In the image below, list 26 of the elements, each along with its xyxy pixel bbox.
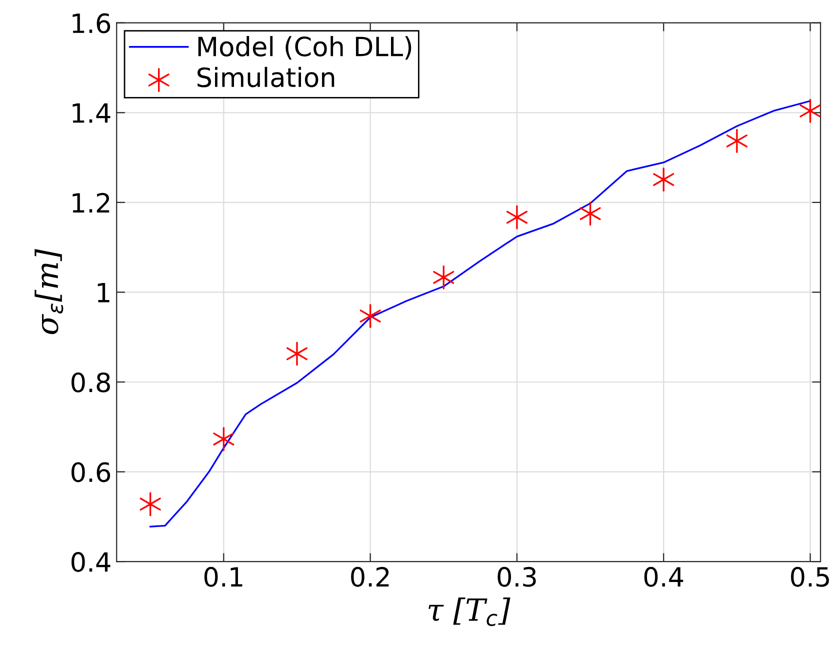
x-tick-label: 0.2 <box>351 566 389 587</box>
point <box>653 168 674 192</box>
point <box>506 205 528 230</box>
point <box>213 426 234 452</box>
legend-label: Model (Coh DLL) <box>198 36 412 60</box>
x-axis-title: τ [T$_{c}$] <box>428 598 510 626</box>
y-tick-label: 1.6 <box>72 13 110 34</box>
y-tick-label: 1 <box>98 283 110 302</box>
y-tick-label: 0.6 <box>72 462 110 482</box>
y-tick-label: 1.2 <box>72 192 110 212</box>
y-tick-label: 1.4 <box>72 103 110 123</box>
x-tick-label: 0.1 <box>204 566 242 587</box>
point <box>140 492 161 516</box>
point <box>433 265 454 290</box>
y-axis-title: σ$_{ε}$[m] <box>34 249 64 334</box>
point <box>800 98 821 123</box>
point <box>360 304 381 328</box>
point <box>580 202 601 226</box>
y-tick-label: 0.4 <box>72 552 110 572</box>
x-tick-label: 0.5 <box>790 566 829 587</box>
y-tick-label: 0.8 <box>72 372 110 392</box>
point <box>286 342 308 366</box>
x-tick-label: 0.3 <box>498 566 536 587</box>
legend-label: Simulation <box>198 66 334 88</box>
point <box>726 128 748 153</box>
x-tick-label: 0.4 <box>644 566 684 587</box>
